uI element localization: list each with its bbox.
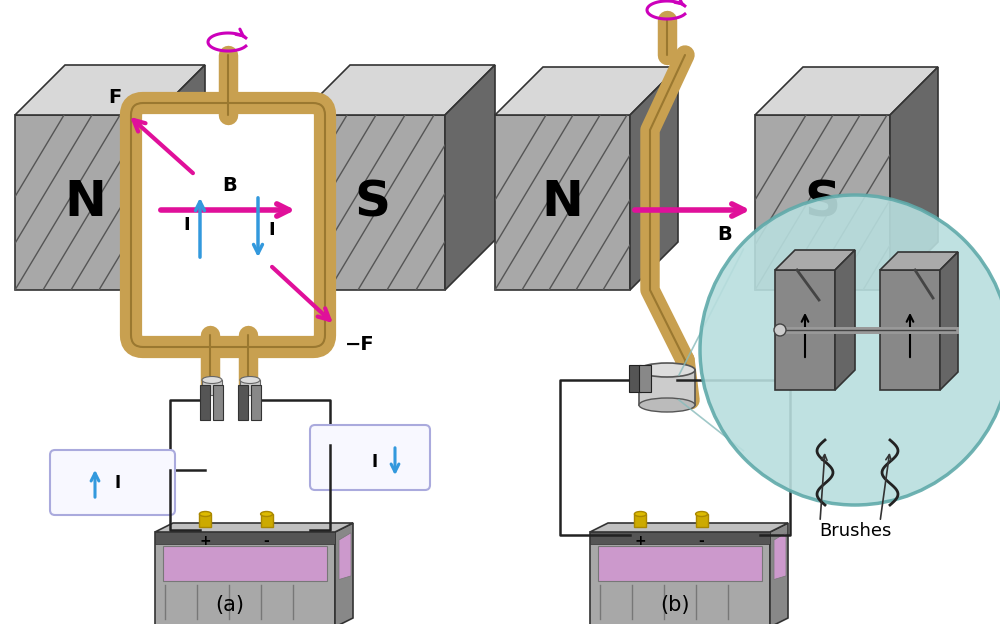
- Polygon shape: [696, 514, 708, 527]
- Text: −F: −F: [345, 335, 375, 354]
- Text: +: +: [200, 534, 211, 548]
- Polygon shape: [445, 65, 495, 290]
- Polygon shape: [495, 115, 630, 290]
- Circle shape: [700, 195, 1000, 505]
- Polygon shape: [155, 65, 205, 290]
- FancyBboxPatch shape: [310, 425, 430, 490]
- Text: (a): (a): [216, 595, 244, 615]
- Text: B: B: [223, 176, 237, 195]
- Polygon shape: [880, 252, 958, 270]
- Polygon shape: [835, 250, 855, 390]
- Polygon shape: [755, 115, 890, 290]
- Ellipse shape: [639, 363, 695, 377]
- Polygon shape: [300, 115, 445, 290]
- Polygon shape: [261, 514, 273, 527]
- FancyBboxPatch shape: [50, 450, 175, 515]
- Polygon shape: [598, 546, 762, 582]
- Polygon shape: [629, 365, 641, 392]
- Text: N: N: [542, 178, 583, 227]
- Circle shape: [774, 324, 786, 336]
- Text: -: -: [264, 534, 269, 548]
- Polygon shape: [155, 532, 335, 544]
- Text: I: I: [372, 453, 378, 471]
- Polygon shape: [940, 252, 958, 390]
- Polygon shape: [238, 385, 248, 420]
- Ellipse shape: [261, 512, 273, 517]
- Polygon shape: [199, 514, 211, 527]
- Polygon shape: [590, 532, 770, 624]
- Polygon shape: [300, 65, 495, 115]
- Ellipse shape: [199, 512, 211, 517]
- Polygon shape: [630, 67, 678, 290]
- Text: I: I: [115, 474, 121, 492]
- Polygon shape: [890, 67, 938, 290]
- Polygon shape: [155, 532, 335, 624]
- Polygon shape: [339, 533, 351, 580]
- Polygon shape: [774, 533, 786, 580]
- Polygon shape: [251, 385, 261, 420]
- Ellipse shape: [696, 512, 708, 517]
- Polygon shape: [639, 365, 651, 392]
- Ellipse shape: [240, 376, 260, 384]
- FancyBboxPatch shape: [131, 103, 325, 347]
- Polygon shape: [639, 370, 695, 405]
- Text: N: N: [64, 178, 106, 227]
- Polygon shape: [335, 523, 353, 624]
- Text: +: +: [635, 534, 646, 548]
- Polygon shape: [15, 65, 205, 115]
- Text: (b): (b): [660, 595, 690, 615]
- Text: B: B: [718, 225, 732, 244]
- Polygon shape: [590, 523, 788, 532]
- Polygon shape: [755, 67, 938, 115]
- Polygon shape: [880, 270, 940, 390]
- Polygon shape: [495, 67, 678, 115]
- Polygon shape: [775, 270, 835, 390]
- Text: S: S: [804, 178, 840, 227]
- Text: S: S: [354, 178, 390, 227]
- Text: I: I: [268, 221, 275, 239]
- Polygon shape: [163, 546, 327, 582]
- Text: Brushes: Brushes: [819, 522, 891, 540]
- Polygon shape: [155, 523, 353, 532]
- Polygon shape: [213, 385, 223, 420]
- Polygon shape: [240, 380, 260, 395]
- Text: I: I: [183, 216, 190, 234]
- Ellipse shape: [634, 512, 646, 517]
- Polygon shape: [202, 380, 222, 395]
- Polygon shape: [634, 514, 646, 527]
- Text: -: -: [699, 534, 704, 548]
- Polygon shape: [590, 532, 770, 544]
- Polygon shape: [200, 385, 210, 420]
- Polygon shape: [770, 523, 788, 624]
- Text: F: F: [108, 88, 122, 107]
- Ellipse shape: [639, 398, 695, 412]
- Polygon shape: [15, 115, 155, 290]
- Polygon shape: [775, 250, 855, 270]
- Ellipse shape: [202, 376, 222, 384]
